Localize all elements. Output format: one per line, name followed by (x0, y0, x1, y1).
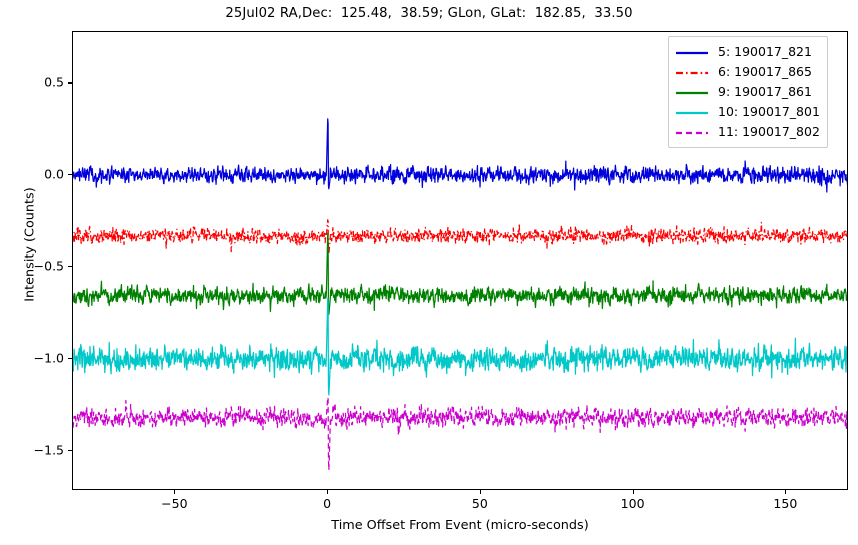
legend-item-label: 9: 190017_861 (718, 84, 812, 99)
legend[interactable]: 5: 190017_821 6: 190017_865 9: 190017_861 1… (668, 36, 828, 148)
legend-item[interactable]: 9: 190017_861 (675, 82, 820, 102)
y-tick-label: 0.0 (44, 166, 64, 182)
legend-item-label: 5: 190017_821 (718, 44, 812, 59)
y-tick-mark (68, 82, 72, 84)
x-tick-label: 50 (471, 496, 488, 511)
x-tick-mark (479, 490, 481, 494)
y-tick-label: −0.5 (33, 258, 64, 274)
legend-item-label: 11: 190017_802 (718, 124, 820, 139)
y-axis-label: Intensity (Counts) (22, 187, 38, 302)
y-tick-mark (68, 357, 72, 359)
y-tick-label: 0.5 (44, 74, 64, 90)
legend-item[interactable]: 5: 190017_821 (675, 42, 820, 62)
y-tick-mark (68, 174, 72, 176)
y-tick-label: −1.0 (33, 350, 64, 366)
x-tick-label: 100 (620, 496, 645, 511)
x-axis-label: Time Offset From Event (micro-seconds) (331, 518, 589, 533)
legend-line-swatch (675, 105, 709, 119)
y-tick-mark (68, 449, 72, 451)
page-title: 25Jul02 RA,Dec: 125.48, 38.59; GLon, GLa… (225, 6, 633, 21)
x-tick-mark (174, 490, 176, 494)
x-tick-label: 0 (323, 496, 332, 511)
legend-item[interactable]: 11: 190017_802 (675, 122, 820, 142)
x-axis-tick-labels: −50 0 50 100 150 (0, 496, 858, 518)
legend-item-label: 10: 190017_801 (718, 104, 820, 119)
y-axis-tick-labels: 0.5 0.0 −0.5 −1.0 −1.5 (0, 0, 64, 545)
x-tick-mark (327, 490, 329, 494)
x-tick-label: −50 (161, 496, 188, 511)
legend-line-swatch (675, 45, 709, 59)
x-tick-mark (785, 490, 787, 494)
legend-line-swatch (675, 65, 709, 79)
x-tick-mark (632, 490, 634, 494)
legend-item-label: 6: 190017_865 (718, 64, 812, 79)
y-tick-label: −1.5 (33, 442, 64, 458)
y-tick-mark (68, 266, 72, 268)
legend-item[interactable]: 6: 190017_865 (675, 62, 820, 82)
x-tick-label: 150 (773, 496, 798, 511)
legend-line-swatch (675, 125, 709, 139)
legend-line-swatch (675, 85, 709, 99)
legend-item[interactable]: 10: 190017_801 (675, 102, 820, 122)
